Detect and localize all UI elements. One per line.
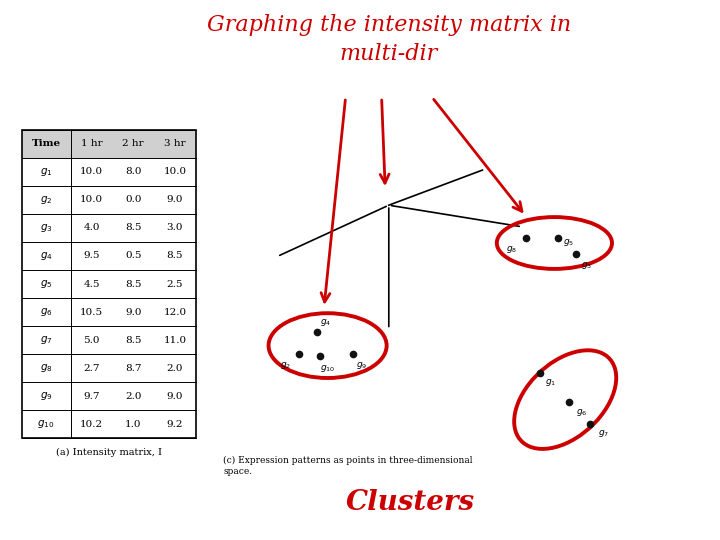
Text: $g_{10}$: $g_{10}$ — [320, 363, 336, 374]
Text: $g_{9}$: $g_{9}$ — [356, 360, 367, 371]
Text: 10.0: 10.0 — [80, 195, 103, 204]
Text: Graphing the intensity matrix in: Graphing the intensity matrix in — [207, 14, 571, 36]
Text: (c) Expression patterns as points in three-dimensional
space.: (c) Expression patterns as points in thr… — [223, 456, 473, 476]
Text: 5.0: 5.0 — [84, 336, 99, 345]
Text: $g_{2}$: $g_{2}$ — [40, 194, 53, 206]
Text: 4.5: 4.5 — [84, 280, 99, 288]
Text: 9.0: 9.0 — [125, 308, 141, 316]
Text: 8.7: 8.7 — [125, 364, 141, 373]
Text: 2 hr: 2 hr — [122, 139, 144, 148]
Text: $g_{5}$: $g_{5}$ — [563, 238, 575, 248]
Text: 3 hr: 3 hr — [164, 139, 186, 148]
Text: 8.5: 8.5 — [167, 252, 183, 260]
Text: 9.0: 9.0 — [167, 392, 183, 401]
Text: $g_{8}$: $g_{8}$ — [40, 362, 53, 374]
Bar — [22, 130, 196, 158]
Text: $g_{8}$: $g_{8}$ — [505, 244, 517, 255]
Text: $g_{6}$: $g_{6}$ — [40, 306, 53, 318]
Text: 1.0: 1.0 — [125, 420, 141, 429]
Text: 9.5: 9.5 — [84, 252, 99, 260]
Text: $g_{9}$: $g_{9}$ — [40, 390, 53, 402]
Text: $g_{3}$: $g_{3}$ — [40, 222, 53, 234]
Text: 10.2: 10.2 — [80, 420, 103, 429]
Text: $g_{1}$: $g_{1}$ — [545, 377, 557, 388]
Text: $g_{10}$: $g_{10}$ — [37, 418, 55, 430]
Text: Time: Time — [32, 139, 60, 148]
Text: 0.0: 0.0 — [125, 195, 141, 204]
Text: 8.0: 8.0 — [125, 167, 141, 176]
Text: 2.5: 2.5 — [167, 280, 183, 288]
Text: 4.0: 4.0 — [84, 224, 99, 232]
Text: 2.7: 2.7 — [84, 364, 99, 373]
Text: 12.0: 12.0 — [163, 308, 186, 316]
Text: 10.5: 10.5 — [80, 308, 103, 316]
Text: 3.0: 3.0 — [167, 224, 183, 232]
Text: 11.0: 11.0 — [163, 336, 186, 345]
Text: 2.0: 2.0 — [167, 364, 183, 373]
Text: $g_{3}$: $g_{3}$ — [581, 260, 593, 271]
Text: 9.7: 9.7 — [84, 392, 99, 401]
Bar — [22, 130, 196, 438]
Text: Clusters: Clusters — [346, 489, 475, 516]
Text: 8.5: 8.5 — [125, 336, 141, 345]
Text: (a) Intensity matrix, I: (a) Intensity matrix, I — [55, 448, 162, 457]
Text: 1 hr: 1 hr — [81, 139, 102, 148]
Text: $g_{4}$: $g_{4}$ — [40, 250, 53, 262]
Text: 8.5: 8.5 — [125, 224, 141, 232]
Bar — [22, 130, 196, 438]
Text: 9.2: 9.2 — [167, 420, 183, 429]
Text: 10.0: 10.0 — [163, 167, 186, 176]
Text: 10.0: 10.0 — [80, 167, 103, 176]
Text: 2.0: 2.0 — [125, 392, 141, 401]
Text: $g_{1}$: $g_{1}$ — [40, 166, 53, 178]
Text: 9.0: 9.0 — [167, 195, 183, 204]
Text: 8.5: 8.5 — [125, 280, 141, 288]
Text: 0.5: 0.5 — [125, 252, 141, 260]
Text: $g_{6}$: $g_{6}$ — [576, 407, 588, 417]
Text: $g_{2}$: $g_{2}$ — [280, 360, 292, 371]
Text: multi-dir: multi-dir — [340, 43, 438, 65]
Text: $g_{4}$: $g_{4}$ — [320, 317, 331, 328]
Text: $g_{5}$: $g_{5}$ — [40, 278, 53, 290]
Text: $g_{7}$: $g_{7}$ — [40, 334, 53, 346]
Text: $g_{7}$: $g_{7}$ — [598, 428, 609, 439]
